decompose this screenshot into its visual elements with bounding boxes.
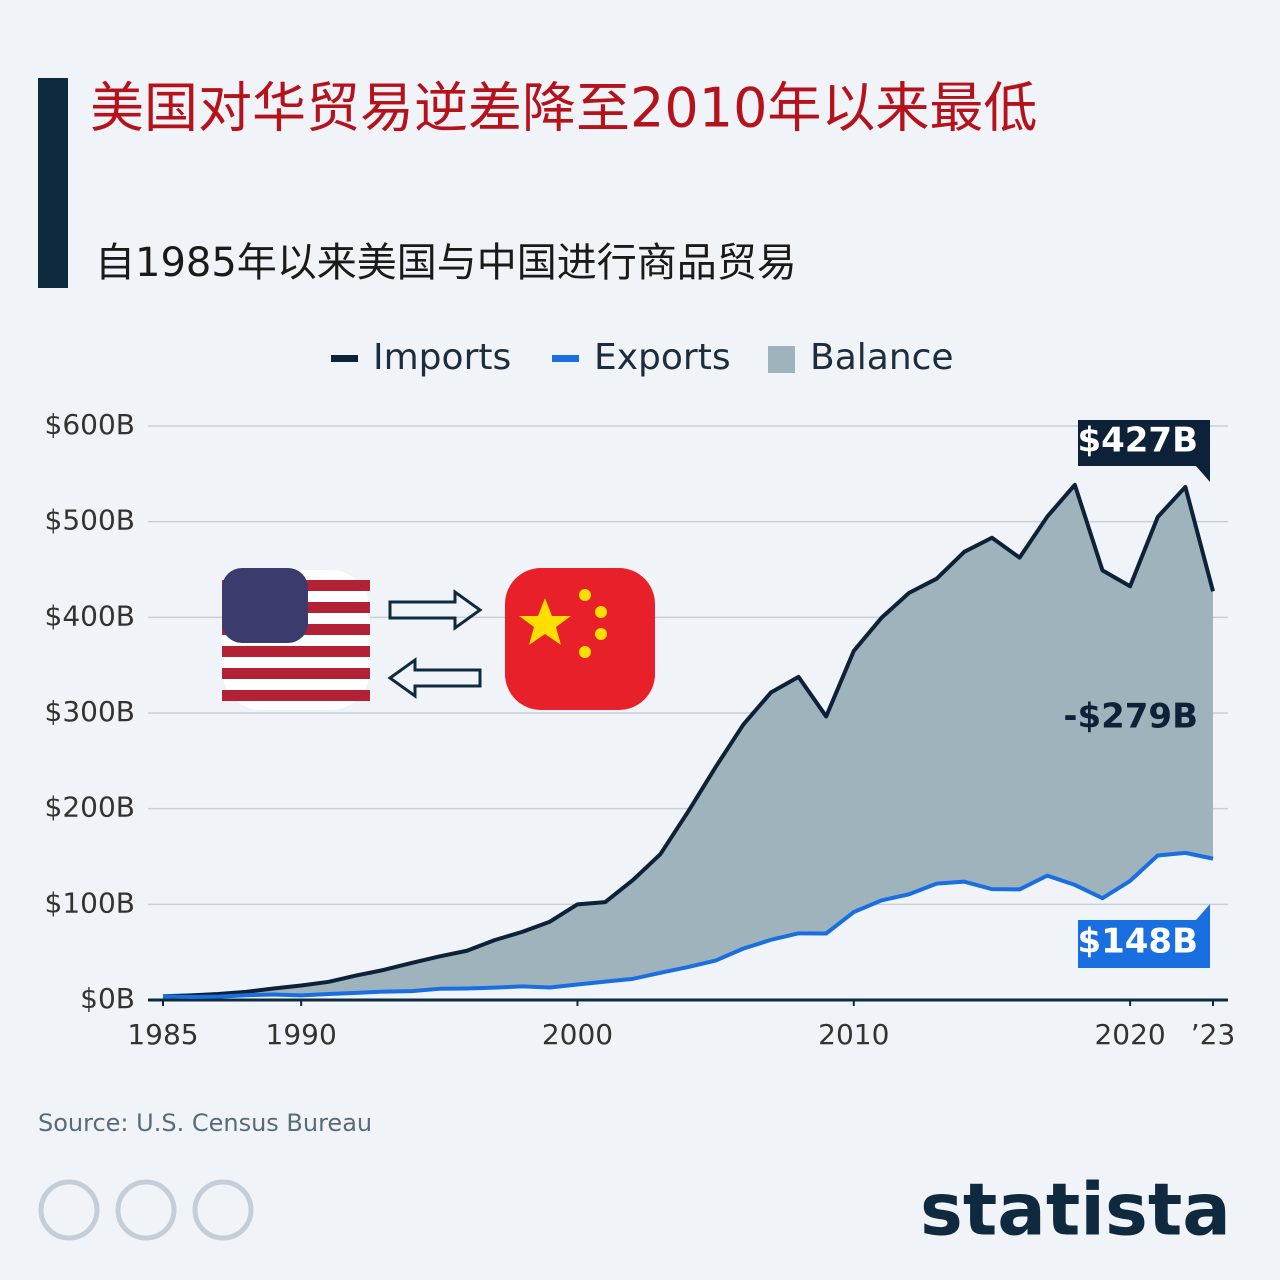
- license-icons: [38, 1179, 254, 1241]
- flag-bg: [505, 568, 655, 710]
- annotation-box: [1078, 904, 1210, 968]
- y-tick-label: $300B: [45, 695, 135, 728]
- stripe: [222, 646, 370, 657]
- big-star: [519, 598, 571, 645]
- x-tick-label: 2000: [542, 1018, 613, 1051]
- legend-swatch: [768, 346, 795, 373]
- y-tick-label: $100B: [45, 886, 135, 919]
- annotation-box: [1078, 420, 1210, 482]
- annotation: $427B: [1077, 421, 1198, 461]
- y-tick-label: $600B: [45, 408, 135, 441]
- y-tick-label: $500B: [45, 504, 135, 537]
- legend-swatch: [331, 355, 358, 362]
- y-tick-label: $400B: [45, 599, 135, 632]
- small-star: [579, 589, 591, 601]
- x-tick-label: 2010: [818, 1018, 889, 1051]
- arrows: [387, 589, 483, 699]
- stripe: [222, 668, 370, 679]
- small-star: [595, 628, 607, 640]
- arrow-right: [388, 589, 483, 631]
- x-tick-label: ’23: [1191, 1018, 1236, 1051]
- series-line: [162, 482, 1215, 999]
- small-star: [579, 646, 591, 658]
- x-tick-label: 1990: [266, 1018, 337, 1051]
- y-tick-label: $200B: [45, 791, 135, 824]
- arrow-left: [387, 657, 482, 699]
- legend-swatch: [552, 355, 579, 362]
- plot: $0B $100B $200B $300B $400B $500B $600B 1985 199…: [45, 337, 1236, 1051]
- cc-icon: [38, 1179, 100, 1241]
- cn-flag: [505, 568, 655, 710]
- source: Source: U.S. Census Bureau: [38, 1109, 372, 1137]
- legend-label: Balance: [810, 337, 954, 378]
- series-line: [162, 850, 1214, 1000]
- legend-label: Exports: [594, 337, 731, 378]
- chart-title: 美国对华贸易逆差降至2010年以来最低: [90, 77, 1037, 140]
- annotation: -$279B: [1063, 697, 1198, 737]
- nd-icon: [192, 1179, 254, 1241]
- x-tick-label: 2020: [1094, 1018, 1165, 1051]
- balance-area: [163, 484, 1213, 998]
- small-star: [595, 606, 607, 618]
- brand-logo: statista: [920, 1168, 1231, 1252]
- canton: [222, 568, 308, 643]
- stripe: [222, 690, 370, 701]
- legend-label: Imports: [373, 337, 511, 378]
- y-tick-label: $0B: [80, 982, 135, 1015]
- title-bar: [38, 78, 68, 288]
- us-flag: [222, 568, 370, 710]
- x-tick-label: 1985: [127, 1018, 198, 1051]
- annotation: $148B: [1077, 922, 1198, 962]
- by-icon: [115, 1179, 177, 1241]
- chart-subtitle: 自1985年以来美国与中国进行商品贸易: [95, 240, 797, 286]
